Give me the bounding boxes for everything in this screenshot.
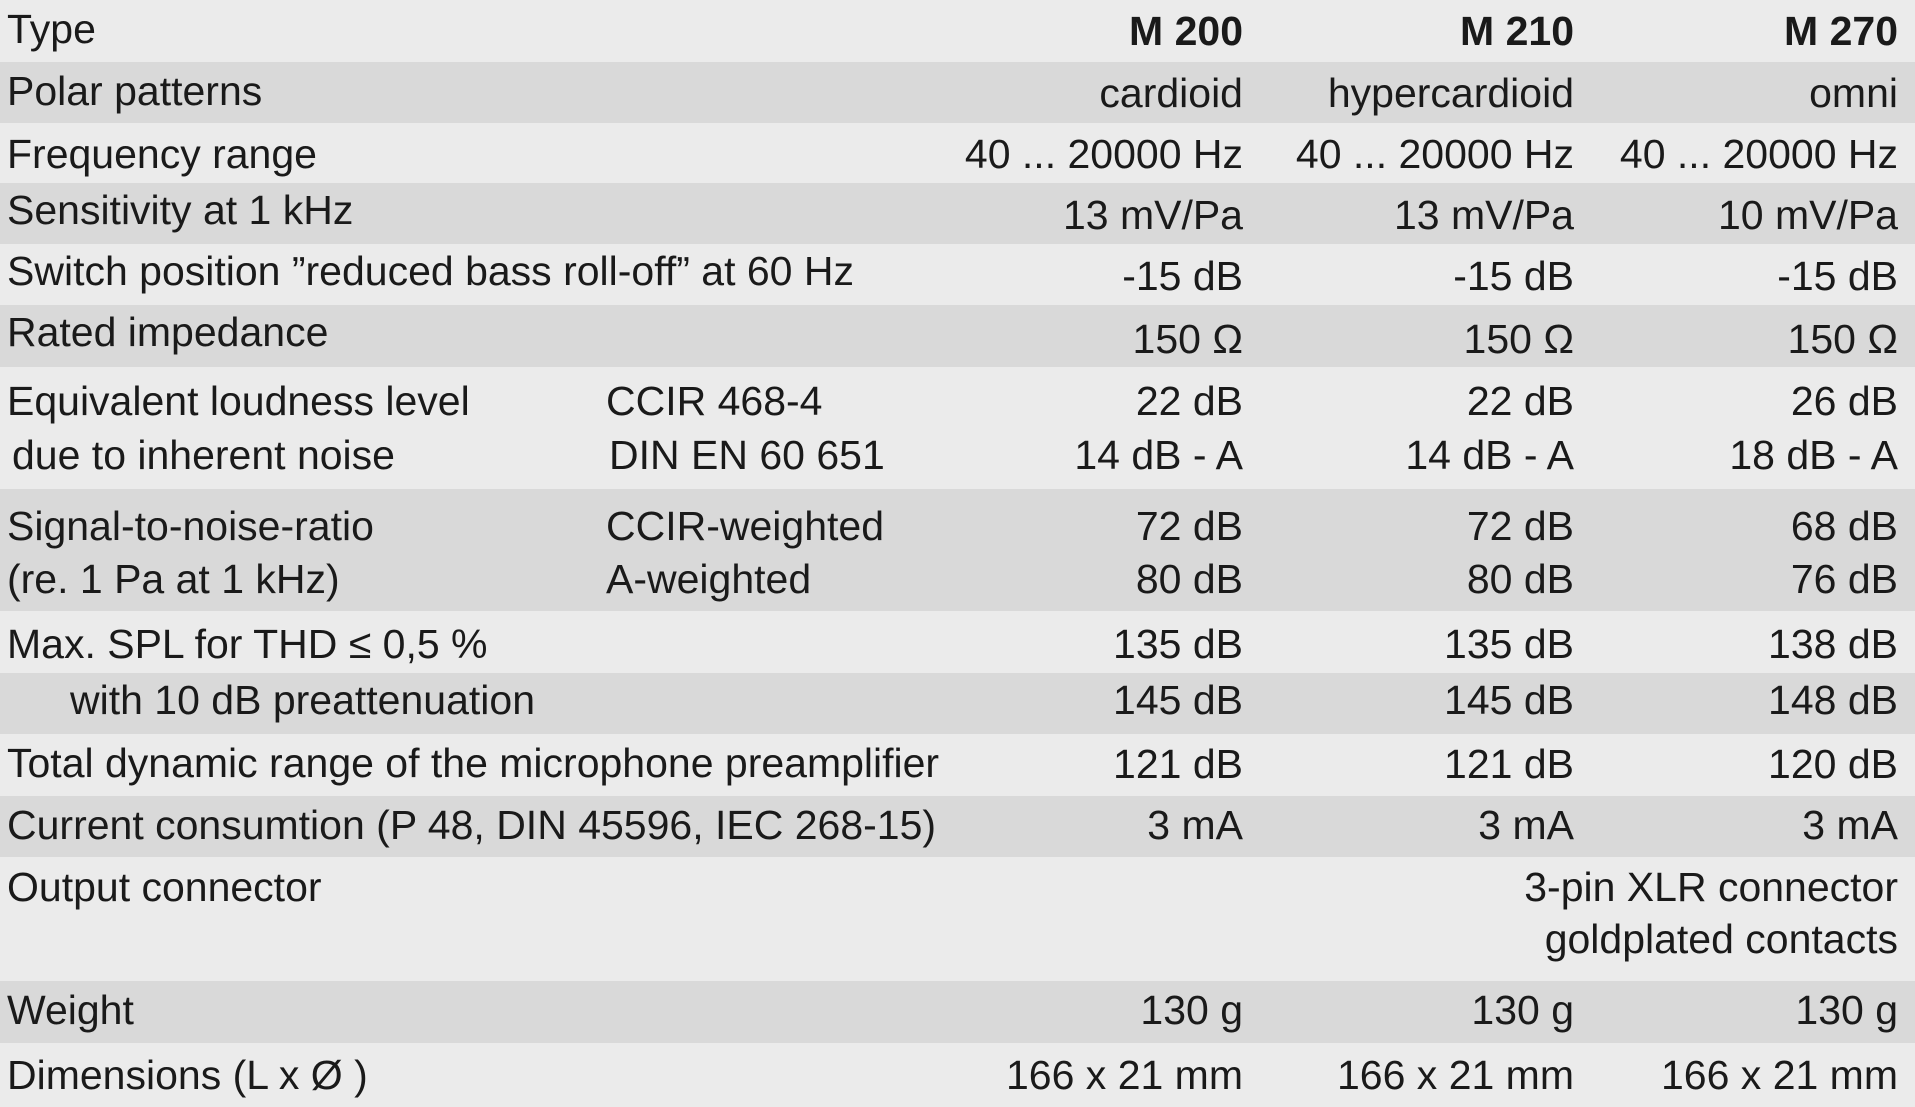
value-m200: 40 ... 20000 Hz	[964, 131, 1243, 177]
switch-position-row: Switch position ”reduced bass roll-off” …	[0, 244, 1915, 305]
row-label: Switch position ”reduced bass roll-off” …	[7, 248, 854, 294]
value-m200: 150 Ω	[1132, 316, 1243, 362]
loudness-level-row: Equivalent loudness level due to inheren…	[0, 367, 1915, 489]
value-m210-line2: 14 dB - A	[1405, 432, 1574, 478]
row-label: Current consumtion (P 48, DIN 45596, IEC…	[7, 802, 937, 848]
value-m210: 121 dB	[1444, 741, 1574, 787]
dynamic-range-row: Total dynamic range of the microphone pr…	[0, 734, 1915, 796]
frequency-range-row: Frequency range 40 ... 20000 Hz 40 ... 2…	[0, 123, 1915, 183]
value-m270: 3 mA	[1802, 802, 1898, 848]
value-m200-line2: 80 dB	[1135, 556, 1243, 602]
value-m210-line1: 72 dB	[1466, 503, 1574, 549]
weighting-line2: A-weighted	[606, 556, 812, 602]
connector-value-line1: 3-pin XLR connector	[1524, 864, 1898, 910]
value-m210: 135 dB	[1444, 621, 1574, 667]
value-m270-line2: 76 dB	[1790, 556, 1898, 602]
value-m270-line1: 68 dB	[1790, 503, 1898, 549]
value-m200: 135 dB	[1113, 621, 1243, 667]
sensitivity-row: Sensitivity at 1 kHz 13 mV/Pa 13 mV/Pa 1…	[0, 183, 1915, 244]
row-label: with 10 dB preattenuation	[70, 677, 535, 723]
value-m270: 138 dB	[1768, 621, 1898, 667]
row-label: Frequency range	[7, 131, 317, 177]
value-m210: 3 mA	[1478, 802, 1574, 848]
row-label-line2: (re. 1 Pa at 1 kHz)	[7, 556, 340, 602]
rated-impedance-row: Rated impedance 150 Ω 150 Ω 150 Ω	[0, 305, 1915, 367]
value-m200: -15 dB	[1122, 253, 1243, 299]
row-label: Total dynamic range of the microphone pr…	[7, 740, 940, 786]
row-label: Sensitivity at 1 kHz	[7, 187, 354, 233]
value-m270: 130 g	[1795, 987, 1898, 1033]
value-m210: -15 dB	[1453, 253, 1574, 299]
value-m270-line1: 26 dB	[1790, 378, 1898, 424]
value-m270: 10 mV/Pa	[1717, 192, 1898, 238]
value-m210: 130 g	[1471, 987, 1574, 1033]
value-m200: 3 mA	[1147, 802, 1243, 848]
value-m200: 130 g	[1140, 987, 1243, 1033]
value-m270: -15 dB	[1777, 253, 1898, 299]
connector-value-line2: goldplated contacts	[1544, 916, 1898, 962]
model-m200: M 200	[1129, 8, 1243, 54]
model-m270: M 270	[1784, 8, 1898, 54]
output-connector-row: Output connector 3-pin XLR connector gol…	[0, 857, 1915, 981]
value-m270: 40 ... 20000 Hz	[1619, 131, 1898, 177]
model-m210: M 210	[1460, 8, 1574, 54]
value-m210: 13 mV/Pa	[1393, 192, 1574, 238]
standard-line2: DIN EN 60 651	[609, 432, 885, 478]
row-label: Weight	[7, 987, 134, 1033]
value-m210: 40 ... 20000 Hz	[1295, 131, 1574, 177]
weight-row: Weight 130 g 130 g 130 g	[0, 981, 1915, 1043]
value-m210: 150 Ω	[1463, 316, 1574, 362]
current-consumption-row: Current consumtion (P 48, DIN 45596, IEC…	[0, 796, 1915, 857]
value-m210: 145 dB	[1444, 677, 1574, 723]
row-label-line1: Signal-to-noise-ratio	[7, 503, 374, 549]
signal-to-noise-row: Signal-to-noise-ratio (re. 1 Pa at 1 kHz…	[0, 489, 1915, 611]
value-m210-line1: 22 dB	[1466, 378, 1574, 424]
value-m200-line1: 72 dB	[1135, 503, 1243, 549]
polar-patterns-row: Polar patterns cardioid hypercardioid om…	[0, 62, 1915, 123]
type-label: Type	[7, 6, 96, 52]
value-m270: 166 x 21 mm	[1661, 1052, 1898, 1098]
value-m200-line1: 22 dB	[1135, 378, 1243, 424]
dimensions-row: Dimensions (L x Ø ) 166 x 21 mm 166 x 21…	[0, 1043, 1915, 1107]
standard-line1: CCIR 468-4	[606, 378, 823, 424]
max-spl-preattenuation-row: with 10 dB preattenuation 145 dB 145 dB …	[0, 673, 1915, 734]
value-m210: hypercardioid	[1327, 70, 1574, 116]
value-m200: 13 mV/Pa	[1062, 192, 1243, 238]
row-label-line1: Equivalent loudness level	[7, 378, 470, 424]
value-m270-line2: 18 dB - A	[1729, 432, 1898, 478]
value-m200: 121 dB	[1113, 741, 1243, 787]
row-label: Max. SPL for THD ≤ 0,5 %	[7, 621, 488, 667]
max-spl-row: Max. SPL for THD ≤ 0,5 % 135 dB 135 dB 1…	[0, 611, 1915, 673]
value-m210: 166 x 21 mm	[1337, 1052, 1574, 1098]
value-m200: 166 x 21 mm	[1006, 1052, 1243, 1098]
row-label: Rated impedance	[7, 309, 329, 355]
value-m270: 150 Ω	[1787, 316, 1898, 362]
row-label: Dimensions (L x Ø )	[7, 1052, 368, 1098]
value-m270: 120 dB	[1768, 741, 1898, 787]
value-m270: 148 dB	[1768, 677, 1898, 723]
weighting-line1: CCIR-weighted	[606, 503, 884, 549]
header-row: Type M 200 M 210 M 270	[0, 0, 1915, 62]
value-m200-line2: 14 dB - A	[1074, 432, 1243, 478]
value-m210-line2: 80 dB	[1466, 556, 1574, 602]
value-m200: 145 dB	[1113, 677, 1243, 723]
value-m270: omni	[1809, 70, 1898, 116]
value-m200: cardioid	[1099, 70, 1243, 116]
row-label: Polar patterns	[7, 68, 263, 114]
row-label: Output connector	[7, 864, 322, 910]
row-label-line2: due to inherent noise	[12, 432, 395, 478]
